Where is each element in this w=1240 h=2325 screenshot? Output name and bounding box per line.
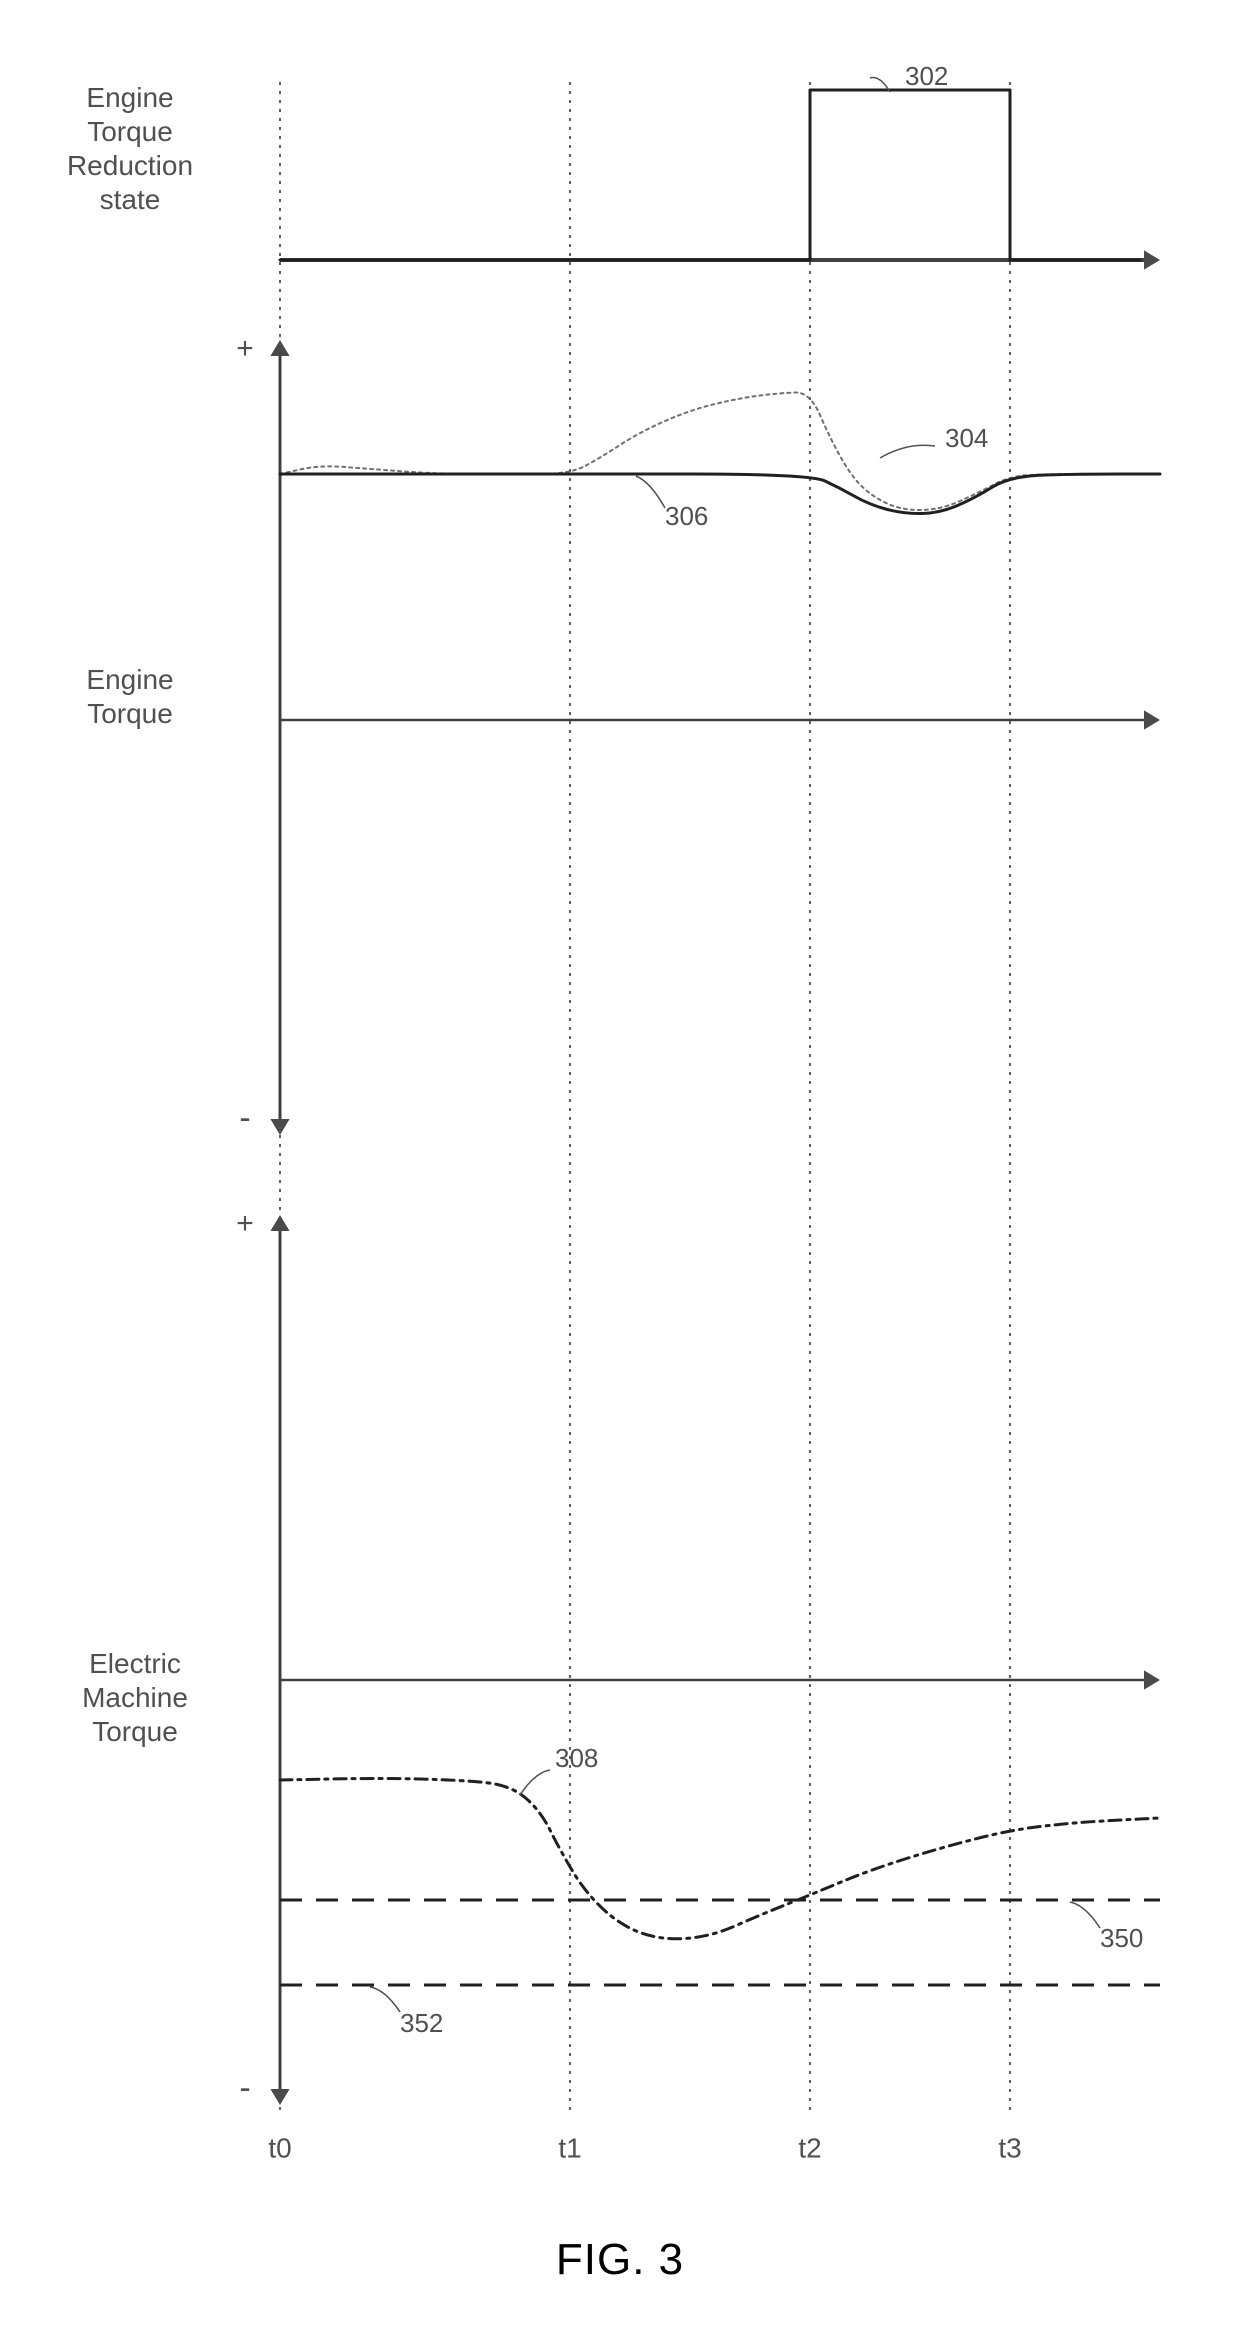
svg-text:ElectricMachineTorque: ElectricMachineTorque bbox=[82, 1648, 188, 1747]
svg-text:306: 306 bbox=[665, 501, 708, 531]
svg-text:-: - bbox=[239, 2069, 250, 2107]
svg-text:EngineTorque: EngineTorque bbox=[86, 664, 173, 729]
svg-text:t0: t0 bbox=[268, 2132, 291, 2163]
svg-text:t2: t2 bbox=[798, 2132, 821, 2163]
svg-text:t3: t3 bbox=[998, 2132, 1021, 2163]
svg-text:t1: t1 bbox=[558, 2132, 581, 2163]
svg-text:304: 304 bbox=[945, 423, 988, 453]
figure-svg: EngineTorqueReductionstate 302 EngineTorqu… bbox=[40, 40, 1200, 2220]
svg-text:302: 302 bbox=[905, 61, 948, 91]
svg-text:352: 352 bbox=[400, 2008, 443, 2038]
figure-wrap: EngineTorqueReductionstate 302 EngineTorqu… bbox=[40, 40, 1200, 2285]
svg-text:308: 308 bbox=[555, 1743, 598, 1773]
svg-text:-: - bbox=[239, 1099, 250, 1137]
svg-text:+: + bbox=[236, 332, 254, 365]
svg-text:+: + bbox=[236, 1207, 254, 1240]
figure-label: FIG. 3 bbox=[40, 2235, 1200, 2285]
svg-text:EngineTorqueReductionstate: EngineTorqueReductionstate bbox=[67, 82, 193, 215]
svg-text:350: 350 bbox=[1100, 1923, 1143, 1953]
